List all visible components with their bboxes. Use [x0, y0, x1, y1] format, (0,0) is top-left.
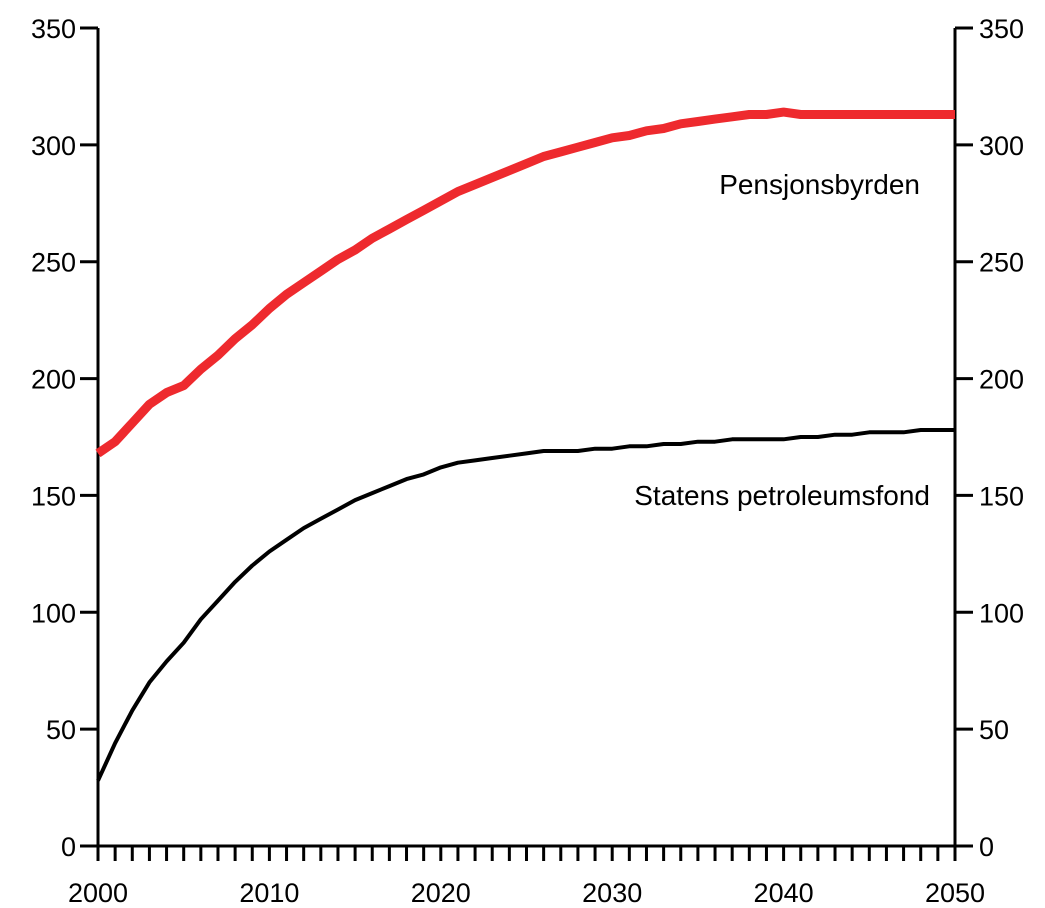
y-tick-label-left: 250 [31, 248, 76, 278]
x-tick-label: 2040 [754, 878, 814, 908]
x-tick-label: 2030 [582, 878, 642, 908]
x-tick-label: 2000 [68, 878, 128, 908]
y-tick-label-right: 50 [979, 715, 1009, 745]
y-tick-label-left: 200 [31, 365, 76, 395]
y-tick-label-left: 350 [31, 14, 76, 44]
y-tick-label-right: 300 [979, 131, 1024, 161]
y-tick-label-right: 100 [979, 598, 1024, 628]
x-tick-label: 2020 [411, 878, 471, 908]
y-tick-label-right: 200 [979, 365, 1024, 395]
y-tick-label-right: 0 [979, 832, 994, 862]
y-tick-label-left: 300 [31, 131, 76, 161]
y-tick-label-left: 150 [31, 481, 76, 511]
y-tick-label-left: 100 [31, 598, 76, 628]
series-label-statens-petroleumsfond: Statens petroleumsfond [634, 480, 930, 511]
series-label-pensjonsbyrden: Pensjonsbyrden [719, 169, 920, 200]
y-axis-left: 0 50 100 150 200 250 300 350 [31, 14, 98, 862]
series-line-statens-petroleumsfond [96, 428, 955, 782]
y-tick-label-left: 50 [46, 715, 76, 745]
y-tick-label-right: 250 [979, 248, 1024, 278]
y-axis-right: 0 50 100 150 200 250 300 350 [955, 14, 1024, 862]
x-axis: 2000 2010 2020 2030 2040 2050 [68, 846, 985, 908]
y-tick-label-right: 350 [979, 14, 1024, 44]
x-tick-label: 2050 [925, 878, 985, 908]
y-tick-label-right: 150 [979, 481, 1024, 511]
series-lines [95, 107, 955, 782]
x-tick-label: 2010 [239, 878, 299, 908]
series-line-pensjonsbyrden [95, 107, 955, 458]
y-tick-label-left: 0 [61, 832, 76, 862]
